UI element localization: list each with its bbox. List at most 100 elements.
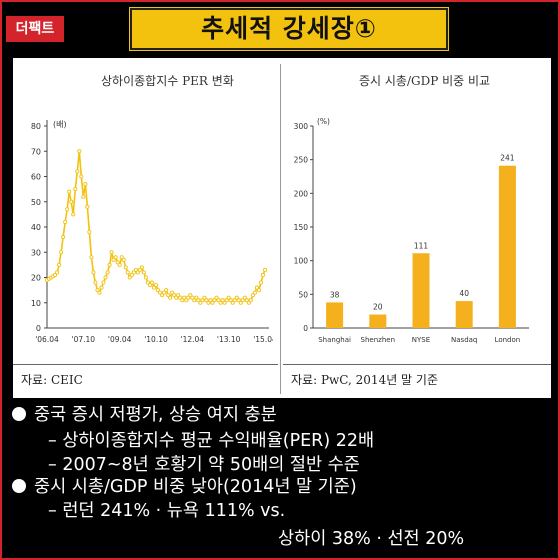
per-point [170,290,175,295]
per-point [119,255,124,260]
per-point [121,257,126,262]
bar-value-label: 241 [500,154,515,163]
per-point [164,288,169,293]
per-point [162,290,167,295]
bar-value-label: 20 [373,303,383,312]
bar [498,165,516,328]
bullet-subitem: – 런던 241% · 뉴욕 111% vs. [48,501,286,521]
per-point [206,300,211,305]
per-point [53,272,58,278]
per-point [200,298,205,303]
y-tick-label: 40 [31,223,41,232]
y-tick-label: 300 [294,122,309,131]
summary-bullets: 중국 증시 저평가, 상승 여지 충분 – 상하이종합지수 평균 수익배율(PE… [12,400,552,556]
per-point [81,194,86,199]
per-point [238,300,243,305]
y-tick-label: 70 [31,147,41,156]
per-point [256,288,261,293]
per-point [91,270,96,275]
per-point [111,257,116,262]
per-point [155,288,161,293]
bullet-subitem: – 상하이종합지수 평균 수익배율(PER) 22배 [48,431,375,451]
per-point [75,169,80,174]
per-point [194,295,199,300]
per-series-line [46,151,266,305]
brand-logo: 더팩트 [6,16,64,42]
per-point [262,267,268,272]
per-point [218,300,223,305]
per-point [137,267,142,272]
per-point [184,298,189,303]
per-point [147,283,152,288]
per-point [153,283,159,288]
right-source-divider [283,364,551,365]
per-point [172,293,177,298]
per-point [166,293,171,298]
per-point [97,290,102,295]
per-point [123,265,128,270]
per-point [212,298,217,303]
bar-value-label: 111 [414,241,429,250]
per-point [151,285,157,290]
per-point [222,300,227,305]
per-point [186,295,191,300]
bar-value-label: 40 [459,289,469,298]
per-point [141,270,146,275]
y-tick-label: 30 [31,248,41,257]
per-point [79,174,84,179]
y-axis-unit: (배) [53,120,67,129]
per-point [236,298,241,303]
marketcap-chart-source: 자료: PwC, 2014년 말 기준 [291,373,438,387]
bar [326,302,344,328]
x-tick-label: '15.04 [253,335,273,344]
per-point [192,298,197,303]
category-label: Shenzhen [361,336,395,344]
per-point [67,189,72,194]
marketcap-chart-title: 증시 시총/GDP 비중 비교 [359,74,491,88]
per-point [208,298,213,303]
per-line-chart: 0 10 20 30 40 50 60 70 80 (배) '06.04 '07.10 '09.04 '1… [31,120,273,344]
per-point [93,280,98,285]
per-point [210,300,215,305]
per-point [252,290,257,295]
bar [369,314,387,328]
per-point [99,285,104,290]
per-point [260,272,266,278]
per-point [228,298,233,303]
y-tick-label: 100 [294,257,309,266]
per-point [258,280,264,285]
category-label: London [495,336,521,344]
marketcap-bar-chart: 0 50 100 150 200 250 300 (%) 38 Shanghai 20 Shenzhe… [294,117,529,344]
per-point [240,298,245,303]
category-label: NYSE [412,336,430,344]
x-tick-label: '12.04 [181,335,205,344]
per-point [115,260,120,265]
per-point [73,187,78,192]
y-tick-label: 250 [294,156,309,165]
per-point [103,275,108,280]
per-point [109,250,114,255]
per-point [143,275,148,280]
per-point [224,298,229,303]
per-point [204,298,209,303]
category-label: Nasdaq [451,336,477,344]
per-point [242,295,247,300]
per-point [180,298,185,303]
per-chart-source: 자료: CEIC [21,373,83,387]
bullet-dot-icon [12,407,26,421]
per-point [182,295,187,300]
per-point [246,300,251,305]
header: 더팩트 추세적 강세장① [2,2,558,50]
per-point [216,298,221,303]
per-point [117,262,122,267]
per-point [157,290,163,295]
bullet-item: 중국 증시 저평가, 상승 여지 충분 [12,401,277,426]
category-label: Shanghai [318,336,351,344]
per-point [220,298,225,303]
per-point [125,270,130,275]
per-point [214,295,219,300]
per-point [127,275,132,280]
bullet-subitem: 상하이 38% · 선전 20% [278,529,465,549]
y-tick-label: 20 [31,274,41,283]
per-chart-title: 상하이종합지수 PER 변화 [101,74,234,88]
